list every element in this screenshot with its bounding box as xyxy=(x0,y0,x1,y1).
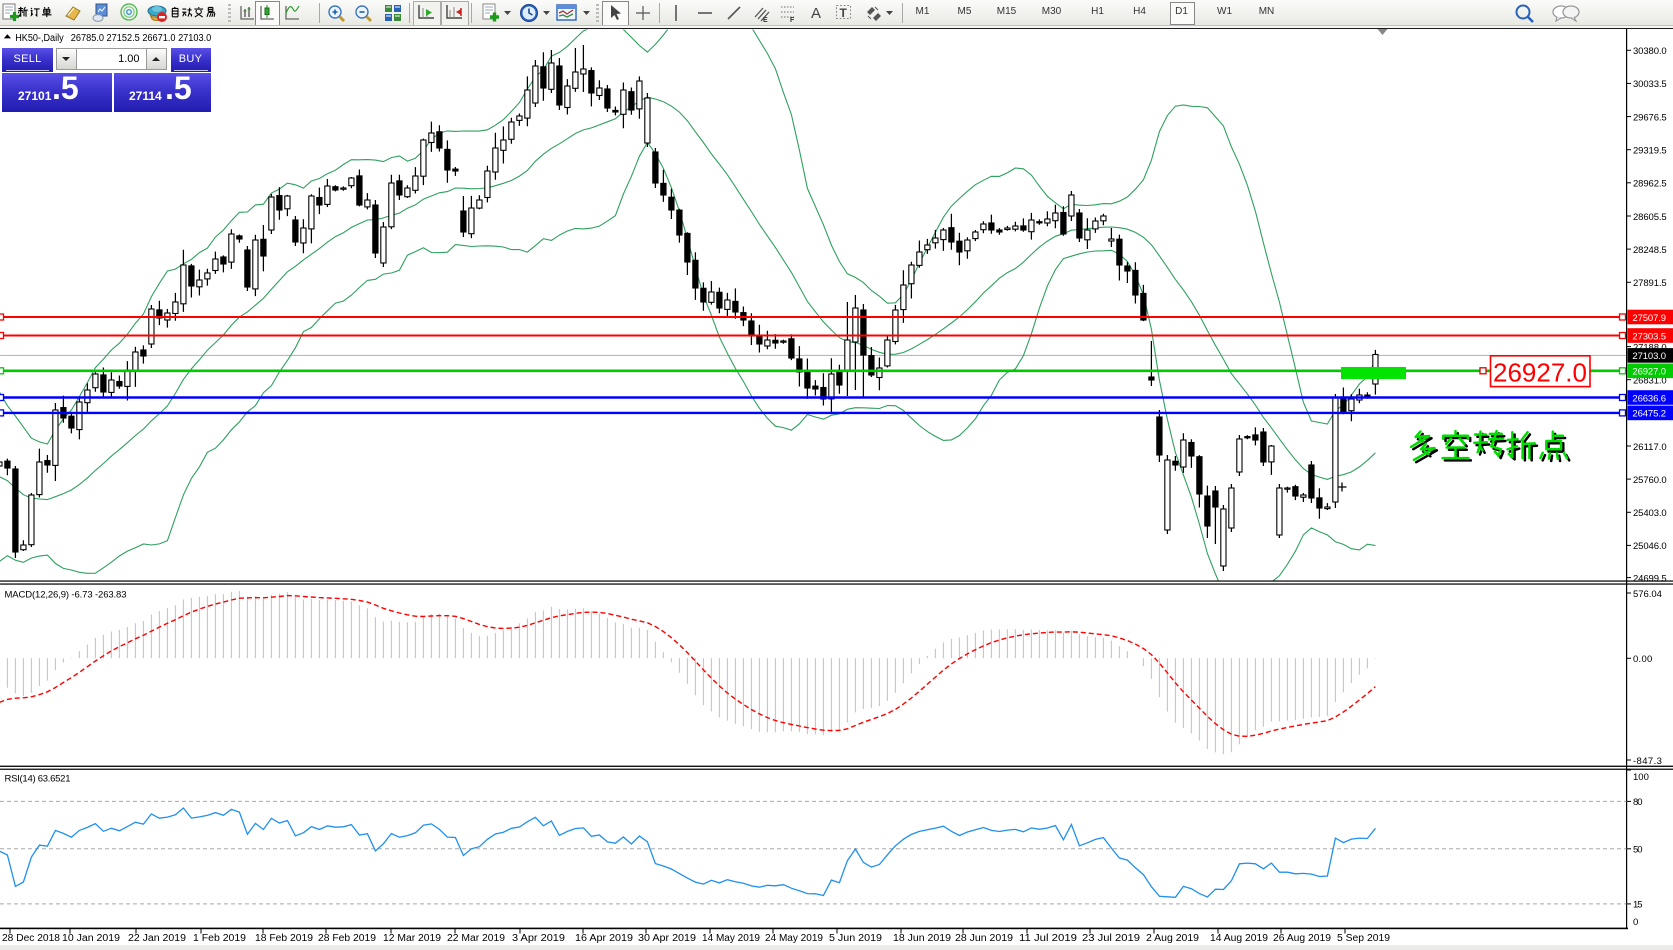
svg-text:28 Dec 2018: 28 Dec 2018 xyxy=(2,933,60,944)
svg-text:1 Feb 2019: 1 Feb 2019 xyxy=(193,933,246,944)
svg-text:E: E xyxy=(763,17,768,23)
svg-text:25403.0: 25403.0 xyxy=(1633,508,1667,519)
svg-text:50: 50 xyxy=(1633,845,1643,856)
svg-text:100: 100 xyxy=(1633,772,1649,783)
svg-text:26927.0: 26927.0 xyxy=(1493,358,1587,388)
svg-text:27188.0: 27188.0 xyxy=(1633,342,1667,353)
svg-text:0: 0 xyxy=(1633,917,1638,928)
svg-text:5 Sep 2019: 5 Sep 2019 xyxy=(1337,933,1390,944)
svg-text:30380.0: 30380.0 xyxy=(1633,46,1667,57)
svg-text:A: A xyxy=(811,5,821,22)
svg-text:HK50-,Daily: HK50-,Daily xyxy=(15,33,64,44)
svg-text:28 Jun 2019: 28 Jun 2019 xyxy=(955,933,1013,944)
svg-text:22 Jan 2019: 22 Jan 2019 xyxy=(128,933,186,944)
svg-text:29676.5: 29676.5 xyxy=(1633,112,1667,123)
svg-text:28 Feb 2019: 28 Feb 2019 xyxy=(318,933,376,944)
svg-text:25046.0: 25046.0 xyxy=(1633,541,1667,552)
svg-text:11 Jul 2019: 11 Jul 2019 xyxy=(1019,933,1077,944)
svg-text:26117.0: 26117.0 xyxy=(1633,442,1667,453)
svg-text:18 Jun 2019: 18 Jun 2019 xyxy=(893,933,951,944)
svg-text:27303.5: 27303.5 xyxy=(1632,331,1666,342)
svg-text:14 May 2019: 14 May 2019 xyxy=(702,933,760,944)
svg-text:15: 15 xyxy=(1633,900,1643,911)
svg-text:12 Mar 2019: 12 Mar 2019 xyxy=(383,933,441,944)
svg-text:28248.5: 28248.5 xyxy=(1633,245,1667,256)
svg-text:0.00: 0.00 xyxy=(1633,654,1652,665)
svg-text:10 Jan 2019: 10 Jan 2019 xyxy=(62,933,120,944)
svg-text:30033.5: 30033.5 xyxy=(1633,79,1667,90)
svg-text:576.04: 576.04 xyxy=(1633,589,1662,600)
svg-text:26831.0: 26831.0 xyxy=(1633,376,1667,387)
svg-text:26475.2: 26475.2 xyxy=(1632,409,1666,420)
svg-text:26927.0: 26927.0 xyxy=(1632,367,1666,378)
svg-text:3 Apr 2019: 3 Apr 2019 xyxy=(512,933,565,944)
svg-text:-847.3: -847.3 xyxy=(1633,756,1662,767)
svg-text:28605.5: 28605.5 xyxy=(1633,212,1667,223)
svg-text:24 May 2019: 24 May 2019 xyxy=(765,933,823,944)
svg-text:26636.6: 26636.6 xyxy=(1632,393,1666,404)
svg-text:80: 80 xyxy=(1633,797,1643,808)
svg-text:16 Apr 2019: 16 Apr 2019 xyxy=(575,933,633,944)
svg-text:2 Aug 2019: 2 Aug 2019 xyxy=(1146,933,1199,944)
svg-text:27891.5: 27891.5 xyxy=(1633,278,1667,289)
svg-text:30 Apr 2019: 30 Apr 2019 xyxy=(638,933,696,944)
svg-text:22 Mar 2019: 22 Mar 2019 xyxy=(447,933,505,944)
svg-text:26785.0 27152.5 26671.0 27103.: 26785.0 27152.5 26671.0 27103.0 xyxy=(71,33,212,44)
svg-text:F: F xyxy=(790,17,795,23)
svg-text:18 Feb 2019: 18 Feb 2019 xyxy=(255,933,313,944)
svg-text:T: T xyxy=(840,6,848,20)
svg-text:28962.5: 28962.5 xyxy=(1633,179,1667,190)
svg-text:MACD(12,26,9) -6.73 -263.83: MACD(12,26,9) -6.73 -263.83 xyxy=(5,590,127,601)
svg-text:26 Aug 2019: 26 Aug 2019 xyxy=(1273,933,1331,944)
svg-text:24699.5: 24699.5 xyxy=(1633,573,1667,584)
svg-text:27103.0: 27103.0 xyxy=(1632,351,1666,362)
svg-text:25760.0: 25760.0 xyxy=(1633,475,1667,486)
svg-text:29319.5: 29319.5 xyxy=(1633,146,1667,157)
svg-text:14 Aug 2019: 14 Aug 2019 xyxy=(1210,933,1268,944)
svg-text:5 Jun 2019: 5 Jun 2019 xyxy=(829,933,882,944)
svg-text:27507.9: 27507.9 xyxy=(1632,313,1666,324)
svg-text:RSI(14) 63.6521: RSI(14) 63.6521 xyxy=(5,774,71,785)
svg-text:23 Jul 2019: 23 Jul 2019 xyxy=(1082,933,1140,944)
